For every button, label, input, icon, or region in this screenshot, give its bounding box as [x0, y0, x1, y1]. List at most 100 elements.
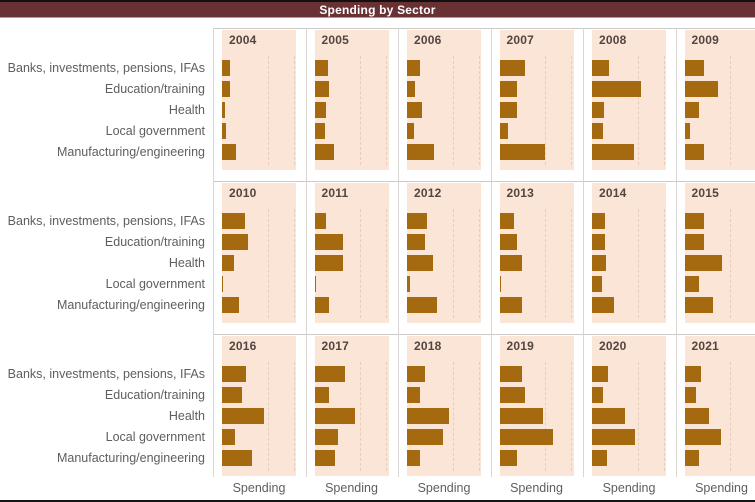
- bar-manufacturing-engineering[interactable]: [499, 297, 522, 313]
- bar-banks-investments-pensions-ifas[interactable]: [592, 366, 609, 382]
- bar-local-government[interactable]: [684, 429, 721, 445]
- bar-manufacturing-engineering[interactable]: [222, 450, 253, 466]
- bar-education-training[interactable]: [407, 387, 421, 403]
- bar-manufacturing-engineering[interactable]: [592, 144, 635, 160]
- bar-education-training[interactable]: [592, 81, 641, 97]
- bar-local-government[interactable]: [684, 123, 690, 139]
- year-panel-2006: 2006: [407, 30, 481, 170]
- bar-manufacturing-engineering[interactable]: [314, 297, 330, 313]
- bar-education-training[interactable]: [592, 234, 606, 250]
- bar-banks-investments-pensions-ifas[interactable]: [314, 366, 345, 382]
- bar-local-government[interactable]: [592, 276, 603, 292]
- panel-year-label: 2010: [229, 186, 257, 200]
- bar-banks-investments-pensions-ifas[interactable]: [407, 213, 427, 229]
- bar-education-training[interactable]: [314, 81, 329, 97]
- bar-education-training[interactable]: [684, 81, 718, 97]
- panel-gridline: [452, 56, 454, 165]
- bar-health[interactable]: [499, 408, 544, 424]
- bar-local-government[interactable]: [222, 123, 226, 139]
- bar-health[interactable]: [499, 102, 517, 118]
- bar-banks-investments-pensions-ifas[interactable]: [499, 213, 515, 229]
- bar-manufacturing-engineering[interactable]: [499, 144, 545, 160]
- bar-health[interactable]: [684, 255, 722, 271]
- bar-manufacturing-engineering[interactable]: [314, 450, 336, 466]
- bar-banks-investments-pensions-ifas[interactable]: [222, 60, 231, 76]
- bar-local-government[interactable]: [592, 429, 635, 445]
- bar-education-training[interactable]: [222, 234, 248, 250]
- bar-banks-investments-pensions-ifas[interactable]: [222, 366, 246, 382]
- bar-health[interactable]: [499, 255, 523, 271]
- bar-health[interactable]: [684, 408, 709, 424]
- bar-education-training[interactable]: [499, 81, 518, 97]
- panel-gridline: [545, 209, 547, 318]
- bar-banks-investments-pensions-ifas[interactable]: [684, 213, 705, 229]
- bar-education-training[interactable]: [314, 387, 329, 403]
- bar-education-training[interactable]: [314, 234, 343, 250]
- bar-education-training[interactable]: [407, 234, 425, 250]
- bar-local-government[interactable]: [222, 276, 224, 292]
- panel-year-label: 2013: [506, 186, 534, 200]
- bar-local-government[interactable]: [314, 429, 339, 445]
- bar-health[interactable]: [222, 102, 225, 118]
- year-panel-2007: 2007: [499, 30, 574, 170]
- bar-manufacturing-engineering[interactable]: [407, 450, 421, 466]
- year-panel-2012: 2012: [407, 183, 481, 323]
- bar-health[interactable]: [314, 255, 344, 271]
- bar-manufacturing-engineering[interactable]: [407, 144, 434, 160]
- bar-local-government[interactable]: [407, 429, 444, 445]
- bar-banks-investments-pensions-ifas[interactable]: [499, 60, 526, 76]
- bar-health[interactable]: [592, 255, 607, 271]
- bar-banks-investments-pensions-ifas[interactable]: [314, 60, 328, 76]
- bar-health[interactable]: [684, 102, 700, 118]
- bar-manufacturing-engineering[interactable]: [407, 297, 438, 313]
- bar-banks-investments-pensions-ifas[interactable]: [314, 213, 327, 229]
- bar-health[interactable]: [407, 102, 422, 118]
- bar-local-government[interactable]: [684, 276, 700, 292]
- bar-banks-investments-pensions-ifas[interactable]: [407, 366, 425, 382]
- bar-manufacturing-engineering[interactable]: [222, 297, 240, 313]
- bar-manufacturing-engineering[interactable]: [684, 144, 704, 160]
- bar-local-government[interactable]: [222, 429, 236, 445]
- bar-education-training[interactable]: [499, 387, 525, 403]
- bar-local-government[interactable]: [592, 123, 604, 139]
- bar-education-training[interactable]: [499, 234, 517, 250]
- bar-manufacturing-engineering[interactable]: [684, 450, 700, 466]
- panel-year-label: 2011: [321, 186, 349, 200]
- bar-local-government[interactable]: [499, 123, 508, 139]
- bar-health[interactable]: [407, 408, 450, 424]
- bar-local-government[interactable]: [314, 276, 316, 292]
- bar-health[interactable]: [314, 408, 356, 424]
- bar-health[interactable]: [314, 102, 327, 118]
- bar-banks-investments-pensions-ifas[interactable]: [592, 213, 606, 229]
- bar-education-training[interactable]: [684, 234, 705, 250]
- chart-title-bar: Spending by Sector: [0, 0, 755, 18]
- bar-manufacturing-engineering[interactable]: [314, 144, 335, 160]
- bar-health[interactable]: [222, 408, 265, 424]
- panel-gridline: [386, 56, 388, 165]
- bar-health[interactable]: [222, 255, 234, 271]
- bar-education-training[interactable]: [592, 387, 604, 403]
- bar-local-government[interactable]: [499, 429, 553, 445]
- bar-health[interactable]: [592, 102, 604, 118]
- bar-banks-investments-pensions-ifas[interactable]: [499, 366, 523, 382]
- bar-education-training[interactable]: [222, 81, 231, 97]
- bar-local-government[interactable]: [407, 123, 414, 139]
- bar-manufacturing-engineering[interactable]: [592, 450, 607, 466]
- bar-banks-investments-pensions-ifas[interactable]: [407, 60, 421, 76]
- bar-health[interactable]: [407, 255, 433, 271]
- bar-health[interactable]: [592, 408, 625, 424]
- bar-education-training[interactable]: [407, 81, 416, 97]
- bar-local-government[interactable]: [499, 276, 501, 292]
- bar-local-government[interactable]: [314, 123, 325, 139]
- bar-manufacturing-engineering[interactable]: [684, 297, 713, 313]
- bar-local-government[interactable]: [407, 276, 410, 292]
- bar-education-training[interactable]: [222, 387, 242, 403]
- bar-banks-investments-pensions-ifas[interactable]: [684, 366, 701, 382]
- bar-banks-investments-pensions-ifas[interactable]: [592, 60, 610, 76]
- bar-banks-investments-pensions-ifas[interactable]: [684, 60, 705, 76]
- bar-manufacturing-engineering[interactable]: [499, 450, 518, 466]
- bar-manufacturing-engineering[interactable]: [222, 144, 237, 160]
- bar-manufacturing-engineering[interactable]: [592, 297, 615, 313]
- bar-banks-investments-pensions-ifas[interactable]: [222, 213, 245, 229]
- bar-education-training[interactable]: [684, 387, 696, 403]
